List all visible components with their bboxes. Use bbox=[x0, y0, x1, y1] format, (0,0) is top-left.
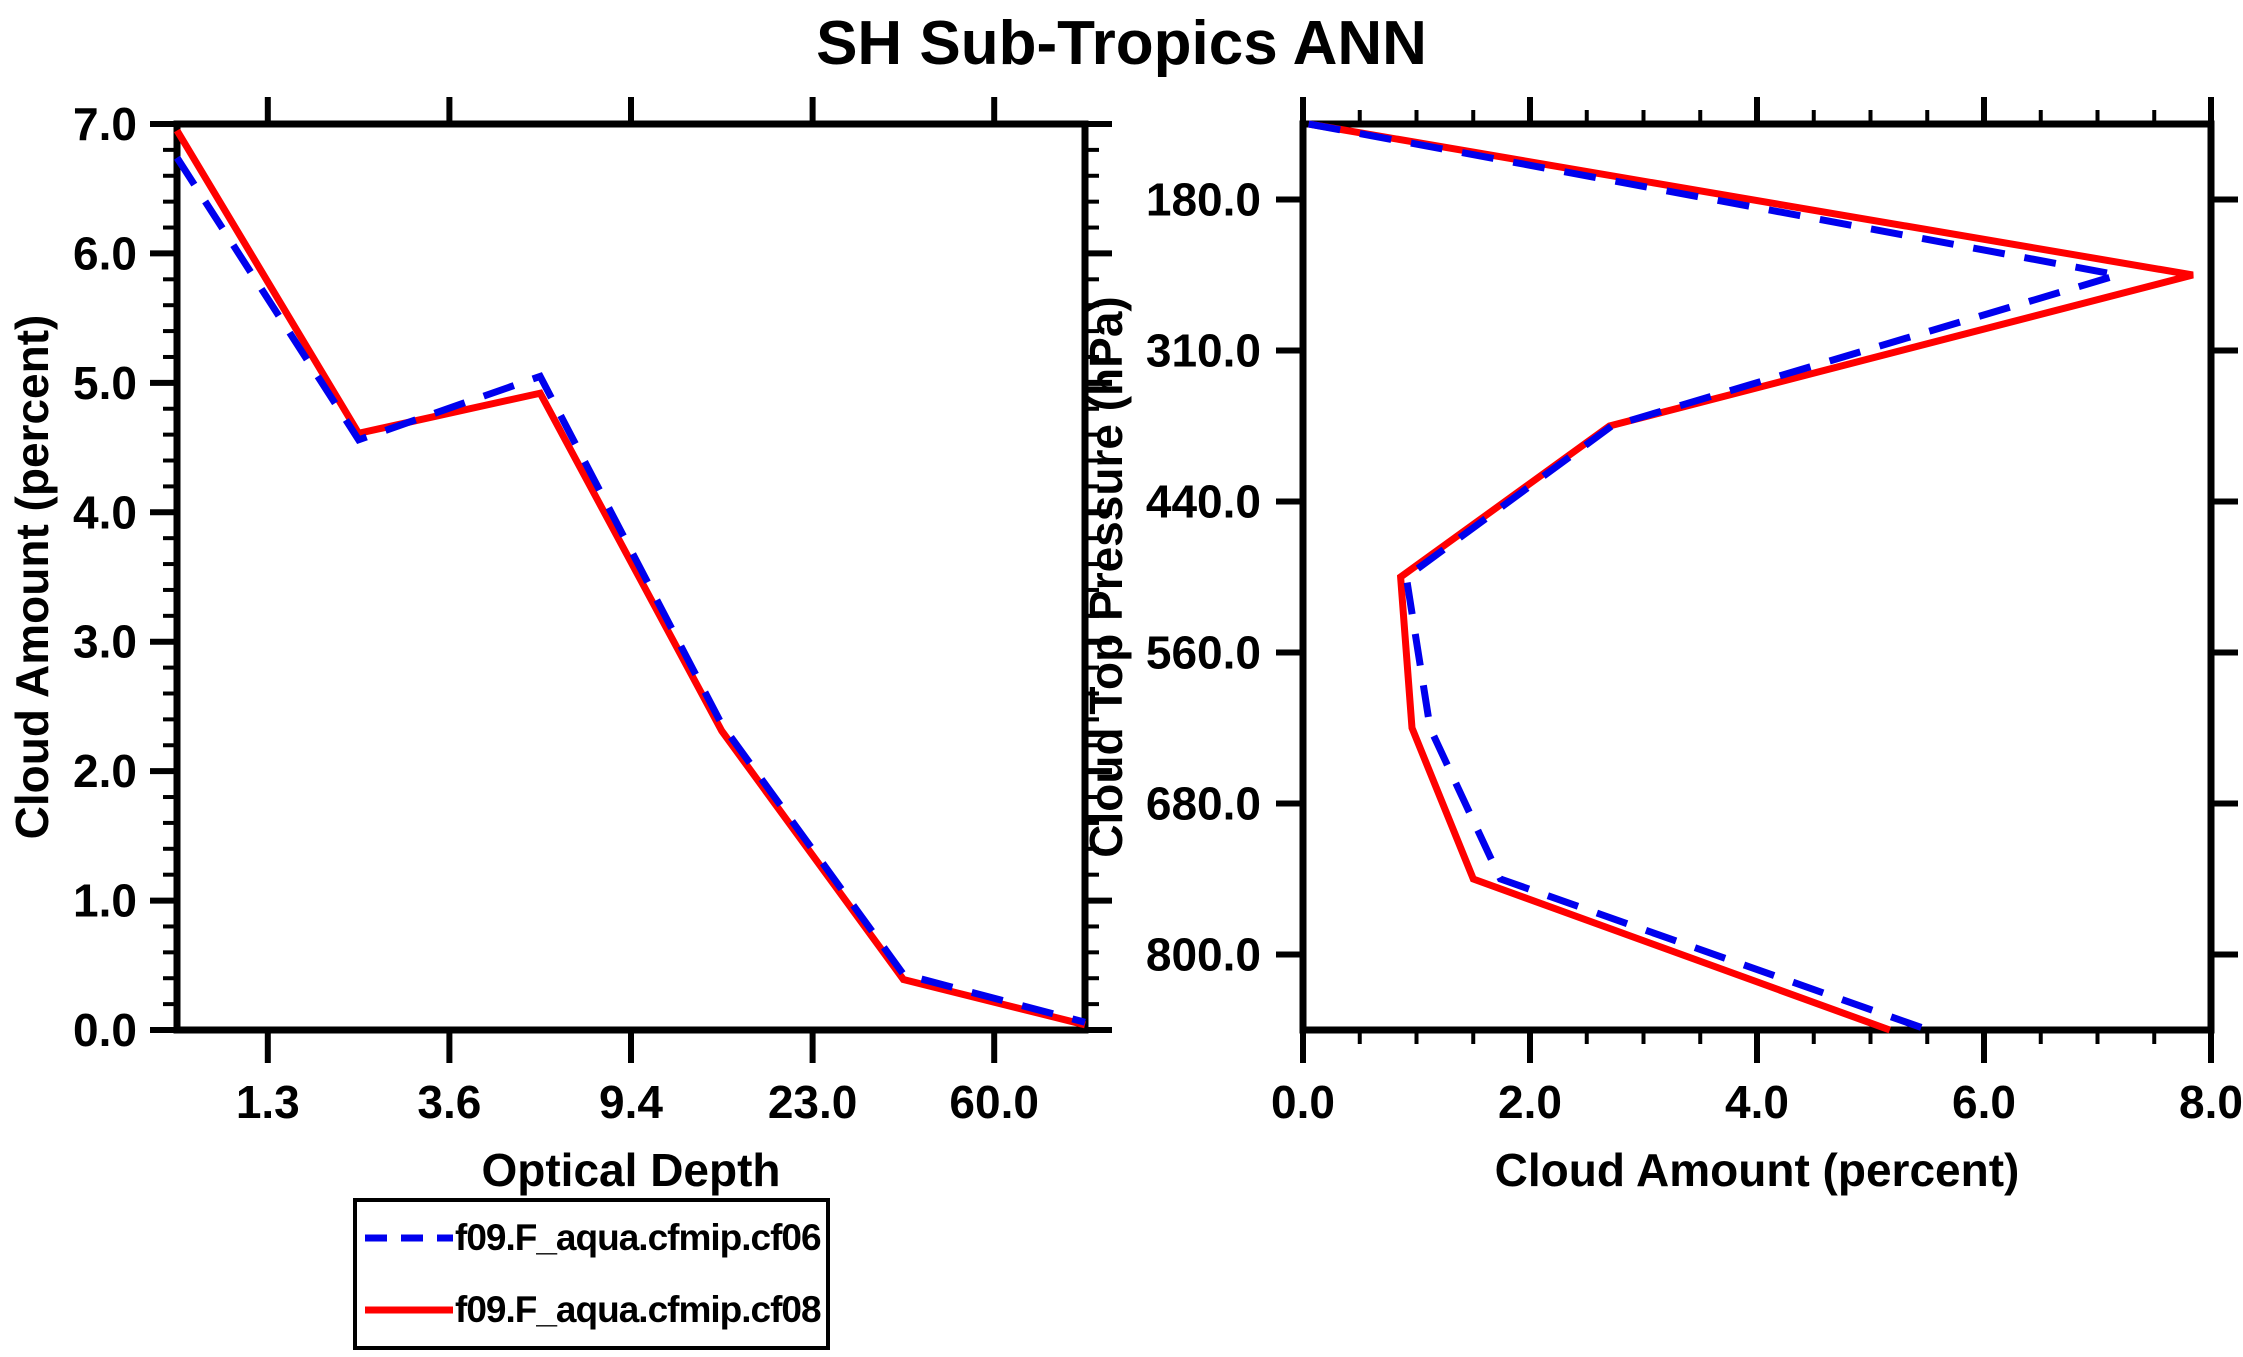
left-y-tick-label: 3.0 bbox=[73, 616, 137, 668]
right-x-axis-title: Cloud Amount (percent) bbox=[1495, 1144, 2020, 1196]
right-y-tick-label: 680.0 bbox=[1146, 778, 1261, 830]
left-x-tick-label: 9.4 bbox=[599, 1076, 663, 1128]
legend-item: f09.F_aqua.cfmip.cf08 bbox=[357, 1274, 826, 1346]
left-y-tick-label: 5.0 bbox=[73, 357, 137, 409]
left-y-tick-label: 6.0 bbox=[73, 227, 137, 279]
right-chart-cloud-top-pressure-frame bbox=[1299, 120, 2215, 1034]
right-x-tick-label: 6.0 bbox=[1952, 1076, 2016, 1128]
right-y-tick-label: 800.0 bbox=[1146, 929, 1261, 981]
left-chart-optical-depth: 0.0 1.0 2.0 3.0 4.0 5.0 6.0 7.0 1.3 3.6 9.4 23.0 60.… bbox=[6, 97, 1112, 1196]
data-line-cf08 bbox=[173, 128, 1086, 1029]
legend-line-sample-dashed bbox=[365, 1234, 453, 1242]
legend-item: f09.F_aqua.cfmip.cf06 bbox=[357, 1202, 826, 1274]
left-x-tick-label: 3.6 bbox=[417, 1076, 481, 1128]
left-y-tick-label: 1.0 bbox=[73, 875, 137, 927]
left-y-axis-title: Cloud Amount (percent) bbox=[6, 315, 58, 840]
right-x-tick-label: 8.0 bbox=[2179, 1076, 2243, 1128]
left-x-tick-label: 1.3 bbox=[236, 1076, 300, 1128]
left-x-axis-title: Optical Depth bbox=[481, 1144, 780, 1196]
right-chart-cloud-top-pressure: 0.0 2.0 4.0 6.0 8.0 180.0 310.0 440.0 560.0 680.0… bbox=[1080, 97, 2243, 1196]
left-x-axis: 1.3 3.6 9.4 23.0 60.0 bbox=[236, 97, 1039, 1128]
left-x-tick-label: 23.0 bbox=[768, 1076, 858, 1128]
legend: f09.F_aqua.cfmip.cf06 f09.F_aqua.cfmip.cf… bbox=[353, 1198, 830, 1350]
right-y-axis-title: Cloud Top Pressure (hPa) bbox=[1080, 296, 1132, 857]
right-y-tick-label: 560.0 bbox=[1146, 627, 1261, 679]
right-x-tick-label: 0.0 bbox=[1271, 1076, 1335, 1128]
left-y-tick-label: 4.0 bbox=[73, 486, 137, 538]
legend-label: f09.F_aqua.cfmip.cf06 bbox=[455, 1217, 822, 1258]
legend-line-sample-solid bbox=[365, 1306, 453, 1314]
left-y-tick-label: 2.0 bbox=[73, 745, 137, 797]
right-y-tick-label: 310.0 bbox=[1146, 325, 1261, 377]
data-line-cf06 bbox=[174, 155, 1086, 1026]
left-y-tick-label: 0.0 bbox=[73, 1004, 137, 1056]
left-chart-optical-depth-frame bbox=[173, 120, 1089, 1034]
data-line-cf06 bbox=[1308, 120, 2119, 1034]
right-x-tick-label: 4.0 bbox=[1725, 1076, 1789, 1128]
right-y-tick-label: 180.0 bbox=[1146, 174, 1261, 226]
legend-label: f09.F_aqua.cfmip.cf08 bbox=[455, 1289, 822, 1330]
right-x-tick-label: 2.0 bbox=[1498, 1076, 1562, 1128]
figure-title: SH Sub-Tropics ANN bbox=[816, 9, 1427, 78]
right-x-axis: 0.0 2.0 4.0 6.0 8.0 bbox=[1271, 97, 2243, 1128]
left-y-axis: 0.0 1.0 2.0 3.0 4.0 5.0 6.0 7.0 bbox=[73, 98, 1112, 1056]
left-y-tick-label: 7.0 bbox=[73, 98, 137, 150]
right-y-tick-label: 440.0 bbox=[1146, 476, 1261, 528]
left-x-tick-label: 60.0 bbox=[949, 1076, 1039, 1128]
right-y-axis: 180.0 310.0 440.0 560.0 680.0 800.0 bbox=[1146, 174, 2238, 981]
data-line-cf08 bbox=[1308, 120, 2194, 1034]
